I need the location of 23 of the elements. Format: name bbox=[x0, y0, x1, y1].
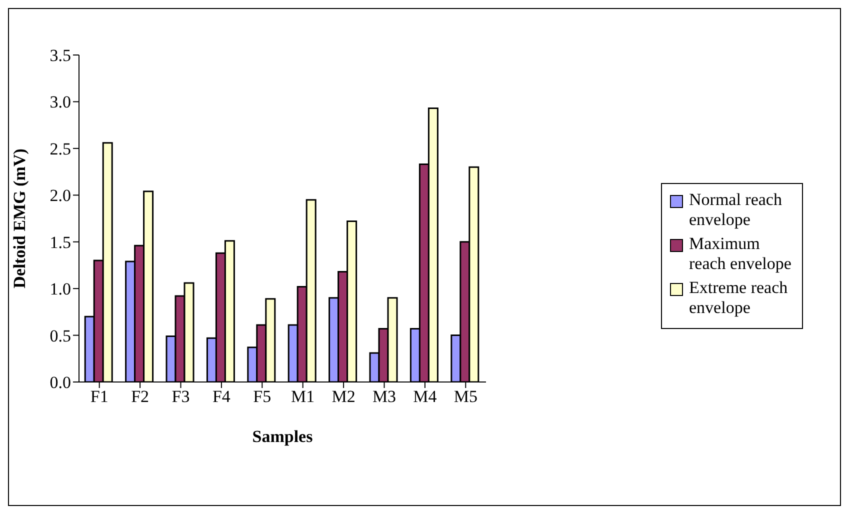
y-tick-label: 3.5 bbox=[50, 46, 71, 66]
legend-label: Maximum reach envelope bbox=[689, 234, 792, 274]
x-tick-label: F3 bbox=[172, 387, 190, 406]
x-tick-label: F4 bbox=[212, 387, 231, 406]
x-tick-label: F2 bbox=[131, 387, 150, 406]
y-tick-label: 3.0 bbox=[50, 92, 71, 112]
y-tick-label: 0.0 bbox=[50, 373, 71, 392]
x-tick-label: M1 bbox=[291, 387, 315, 406]
x-tick-label: F5 bbox=[253, 387, 272, 406]
y-axis-title: Deltoid EMG (mV) bbox=[10, 148, 30, 288]
y-tick-label: 2.0 bbox=[50, 186, 71, 206]
y-tick-label: 2.5 bbox=[50, 139, 71, 158]
y-tick-label: 1.0 bbox=[50, 280, 71, 299]
x-tick-label: M5 bbox=[454, 387, 478, 406]
x-tick-label: M2 bbox=[332, 387, 356, 406]
x-tick-label: M3 bbox=[372, 387, 396, 406]
legend-label: Normal reach envelope bbox=[689, 190, 783, 230]
x-tick-label: M4 bbox=[413, 387, 438, 406]
x-axis-title: Samples bbox=[252, 427, 314, 446]
y-tick-label: 1.5 bbox=[50, 232, 71, 252]
y-tick-label: 0.5 bbox=[50, 326, 71, 346]
x-tick-label: F1 bbox=[90, 387, 108, 406]
legend-label: Extreme reach envelope bbox=[689, 278, 789, 318]
